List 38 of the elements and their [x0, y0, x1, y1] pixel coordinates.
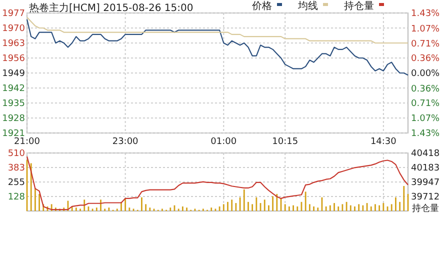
x-tick-label: 14:30: [370, 137, 397, 147]
y2-tick-label: 39947: [411, 178, 440, 188]
x-tick-label: 01:00: [210, 137, 237, 147]
y2-tick-label: 1.43%: [411, 9, 440, 20]
y-tick-label: 255: [8, 178, 25, 188]
y2-tick-label: 40418: [411, 149, 440, 160]
x-tick-label: 10:15: [272, 137, 298, 147]
y2-tick-label: 0.71%: [411, 98, 440, 109]
y-tick-label: 1942: [2, 84, 25, 94]
y-tick-label: 1963: [2, 39, 25, 50]
y2-tick-label: 40183: [411, 164, 440, 174]
y2-tick-label: 0.71%: [411, 39, 440, 50]
y-tick-label: 128: [8, 192, 26, 203]
y-tick-label: 1977: [2, 9, 25, 20]
legend-label: 均线: [297, 0, 318, 12]
y2-axis-title: 持仓量: [412, 203, 439, 214]
y2-tick-label: 0.36%: [411, 84, 440, 94]
y2-tick-label: 1.43%: [411, 129, 440, 140]
legend-label: 价格: [251, 0, 272, 12]
y-tick-label: 1949: [2, 69, 26, 80]
y2-tick-label: 1.07%: [411, 114, 440, 124]
y2-tick-label: 39712: [411, 192, 440, 203]
y2-tick-label: 0.36%: [411, 54, 440, 64]
x-tick-label: 23:00: [112, 137, 139, 147]
y2-tick-label: 1.07%: [411, 24, 440, 34]
y-tick-label: 1956: [2, 54, 26, 64]
line-series: [26, 156, 409, 210]
y-tick-label: 1935: [2, 99, 25, 110]
line-series: [26, 18, 409, 76]
legend-label: 持仓量: [344, 0, 374, 12]
y-tick-label: 1928: [2, 114, 26, 124]
x-tick-label: 21:00: [14, 137, 40, 147]
y2-tick-label: 0.00%: [411, 69, 440, 80]
line-series: [26, 16, 409, 44]
y-tick-label: 383: [8, 164, 25, 174]
y-tick-label: 510: [8, 149, 26, 160]
y-tick-label: 1970: [2, 24, 26, 34]
chart-title: 热卷主力[HCM] 2015-08-26 15:00: [29, 2, 194, 14]
